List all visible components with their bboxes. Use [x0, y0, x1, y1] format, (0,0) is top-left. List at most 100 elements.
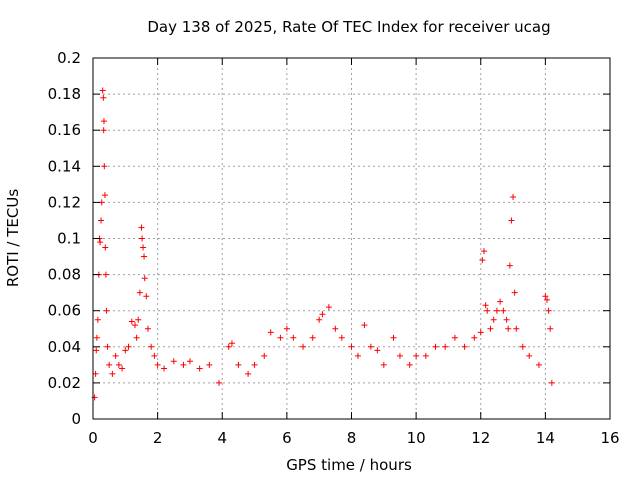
data-point	[101, 163, 108, 170]
data-point	[225, 343, 232, 350]
data-point	[493, 307, 500, 314]
data-point	[112, 352, 119, 359]
data-point	[135, 316, 142, 323]
data-point	[277, 334, 284, 341]
data-point	[100, 118, 107, 125]
data-point	[510, 193, 517, 200]
data-point	[442, 343, 449, 350]
data-point	[245, 370, 252, 377]
data-point	[490, 316, 497, 323]
x-tick-label: 8	[347, 429, 357, 447]
data-point	[548, 379, 555, 386]
data-point	[497, 298, 504, 305]
data-point	[104, 343, 111, 350]
data-point	[148, 343, 155, 350]
y-tick-label: 0.14	[48, 157, 81, 175]
x-tick-label: 0	[88, 429, 98, 447]
data-point	[367, 343, 374, 350]
data-point	[100, 127, 107, 134]
data-point	[196, 365, 203, 372]
data-point	[505, 325, 512, 332]
data-point	[115, 361, 122, 368]
data-point	[413, 352, 420, 359]
data-point	[300, 343, 307, 350]
y-tick-label: 0.1	[57, 230, 81, 248]
data-point	[235, 361, 242, 368]
y-tick-label: 0.06	[48, 302, 81, 320]
data-point	[506, 262, 513, 269]
data-point	[319, 311, 326, 318]
data-point	[186, 358, 193, 365]
data-point	[103, 307, 110, 314]
data-points	[91, 87, 555, 401]
data-point	[93, 334, 100, 341]
data-point	[480, 248, 487, 255]
data-point	[133, 334, 140, 341]
data-point	[290, 334, 297, 341]
data-point	[228, 340, 235, 347]
data-point	[151, 352, 158, 359]
data-point	[128, 318, 135, 325]
data-point	[422, 352, 429, 359]
data-point	[461, 343, 468, 350]
data-point	[122, 347, 129, 354]
data-point	[477, 329, 484, 336]
data-point	[519, 343, 526, 350]
x-tick-label: 14	[536, 429, 555, 447]
y-tick-label: 0.18	[48, 85, 81, 103]
y-tick-label: 0.04	[48, 338, 81, 356]
data-point	[170, 358, 177, 365]
data-point	[132, 322, 139, 329]
data-point	[99, 87, 106, 94]
data-point	[102, 244, 109, 251]
data-point	[100, 94, 107, 101]
data-point	[487, 325, 494, 332]
data-point	[106, 361, 113, 368]
data-point	[180, 361, 187, 368]
y-axis-label: ROTI / TECUs	[4, 189, 22, 287]
data-point	[471, 334, 478, 341]
data-point	[98, 217, 105, 224]
data-point	[283, 325, 290, 332]
axis-ticks: 0 2 4 6 8 10 12 14 16 0 0.02 0.04 0.06 0.08 0.1 0.12 0.1…	[48, 49, 620, 447]
x-tick-label: 10	[407, 429, 426, 447]
data-point	[380, 361, 387, 368]
data-point	[101, 192, 108, 199]
data-point	[348, 343, 355, 350]
data-point	[542, 293, 549, 300]
data-point	[102, 271, 109, 278]
data-point	[545, 307, 552, 314]
data-point	[354, 352, 361, 359]
data-point	[543, 296, 550, 303]
data-point	[484, 307, 491, 314]
data-point	[482, 302, 489, 309]
x-axis-label: GPS time / hours	[286, 456, 412, 474]
x-tick-label: 16	[600, 429, 619, 447]
data-point	[338, 334, 345, 341]
data-point	[361, 322, 368, 329]
y-tick-label: 0	[71, 410, 81, 428]
grid-lines	[93, 58, 610, 419]
y-tick-label: 0.2	[57, 49, 81, 67]
data-point	[432, 343, 439, 350]
y-tick-label: 0.02	[48, 374, 81, 392]
data-point	[547, 325, 554, 332]
data-point	[206, 361, 213, 368]
data-point	[309, 334, 316, 341]
data-point	[92, 370, 99, 377]
data-point	[396, 352, 403, 359]
data-point	[479, 257, 486, 264]
data-point	[451, 334, 458, 341]
data-point	[125, 343, 132, 350]
x-tick-label: 2	[153, 429, 163, 447]
data-point	[141, 275, 148, 282]
data-point	[316, 316, 323, 323]
data-point	[251, 361, 258, 368]
data-point	[161, 365, 168, 372]
data-point	[138, 224, 145, 231]
x-tick-label: 6	[282, 429, 292, 447]
data-point	[267, 329, 274, 336]
data-point	[390, 334, 397, 341]
data-point	[154, 361, 161, 368]
